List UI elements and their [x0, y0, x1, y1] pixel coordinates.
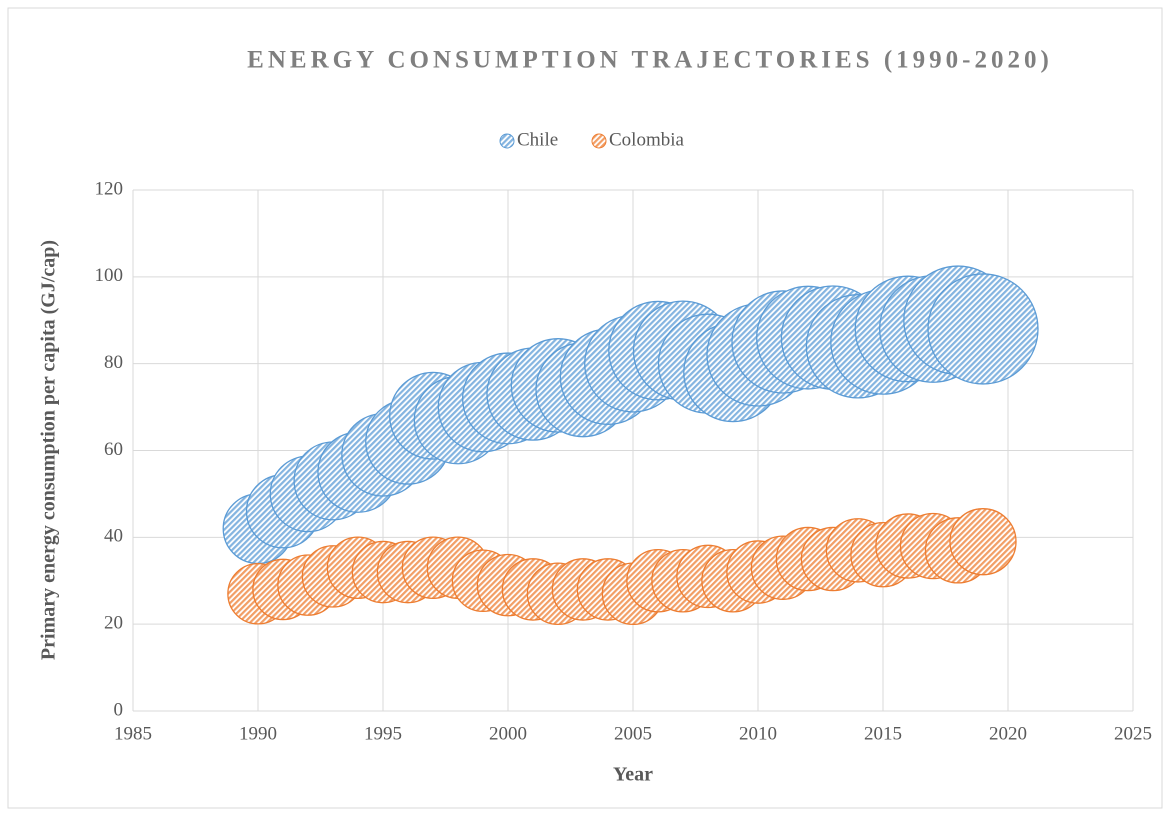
x-axis-label: Year [613, 764, 653, 786]
x-tick-label: 2020 [989, 723, 1027, 744]
legend-marker [591, 133, 607, 149]
chart-title: ENERGY CONSUMPTION TRAJECTORIES (1990-20… [247, 47, 1053, 74]
x-tick-label: 1985 [114, 723, 152, 744]
y-tick-label: 20 [104, 613, 123, 634]
legend-marker [499, 133, 515, 149]
x-tick-label: 2000 [489, 723, 527, 744]
x-tick-label: 2005 [614, 723, 652, 744]
y-tick-label: 40 [104, 526, 123, 547]
y-tick-label: 120 [95, 178, 124, 199]
x-tick-label: 1990 [239, 723, 277, 744]
y-axis-label: Primary energy consumption per capita (G… [38, 240, 60, 660]
legend-label: Colombia [609, 129, 685, 150]
y-tick-label: 60 [104, 439, 123, 460]
x-tick-label: 2015 [864, 723, 902, 744]
y-tick-label: 0 [114, 699, 124, 720]
x-tick-label: 2010 [739, 723, 777, 744]
bubble [949, 508, 1017, 576]
x-tick-label: 2025 [1114, 723, 1152, 744]
x-tick-label: 1995 [364, 723, 402, 744]
y-tick-label: 80 [104, 352, 123, 373]
y-tick-label: 100 [95, 265, 124, 286]
legend-label: Chile [517, 129, 558, 150]
bubble [927, 273, 1039, 385]
